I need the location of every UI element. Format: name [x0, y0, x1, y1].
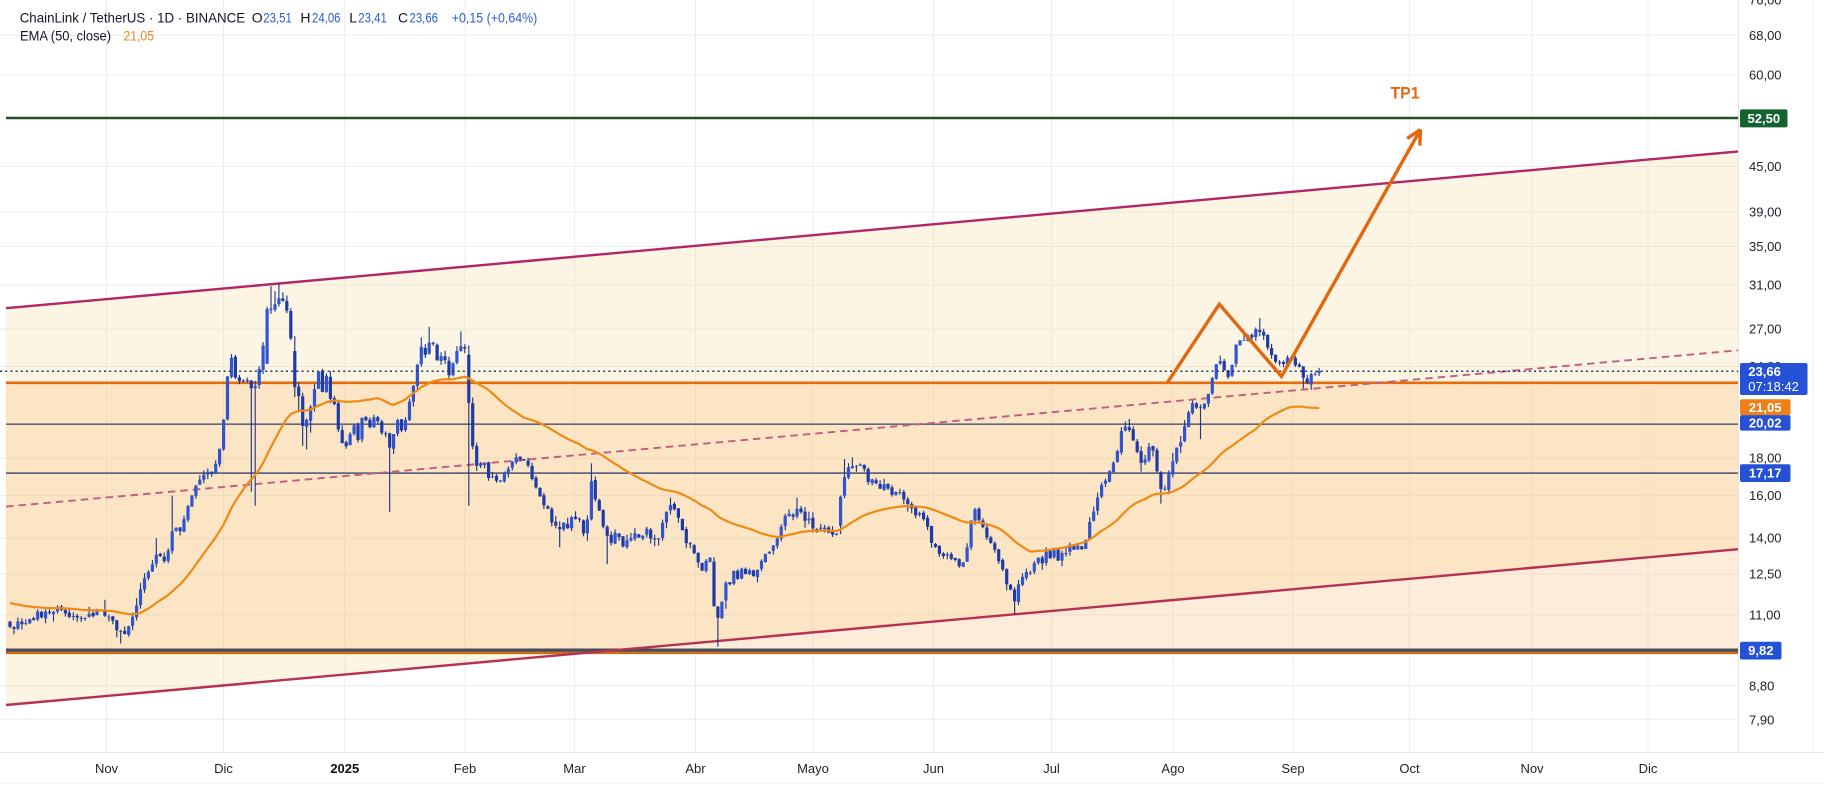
- svg-text:23,66: 23,66: [410, 10, 439, 26]
- svg-text:7,90: 7,90: [1749, 713, 1774, 728]
- svg-text:ChainLink / TetherUS · 1D · BI: ChainLink / TetherUS · 1D · BINANCE: [20, 10, 246, 26]
- svg-text:60,00: 60,00: [1749, 68, 1782, 83]
- svg-text:Sep: Sep: [1281, 761, 1304, 776]
- svg-text:52,50: 52,50: [1748, 111, 1781, 126]
- svg-text:L: L: [349, 10, 357, 26]
- svg-text:16,00: 16,00: [1749, 488, 1782, 503]
- svg-text:39,00: 39,00: [1749, 205, 1782, 220]
- svg-text:31,00: 31,00: [1749, 278, 1782, 293]
- svg-text:45,00: 45,00: [1749, 159, 1782, 174]
- svg-text:Jul: Jul: [1043, 761, 1060, 776]
- svg-text:23,51: 23,51: [263, 10, 292, 26]
- svg-text:23,41: 23,41: [358, 10, 387, 26]
- svg-text:O: O: [252, 10, 263, 26]
- svg-text:Dic: Dic: [214, 761, 233, 776]
- svg-text:TP1: TP1: [1391, 84, 1420, 103]
- svg-text:Feb: Feb: [454, 761, 476, 776]
- svg-text:Mayo: Mayo: [797, 761, 829, 776]
- svg-text:35,00: 35,00: [1749, 239, 1782, 254]
- svg-text:Dic: Dic: [1639, 761, 1658, 776]
- svg-text:EMA (50, close): EMA (50, close): [20, 28, 111, 44]
- svg-text:8,80: 8,80: [1749, 678, 1774, 693]
- svg-text:76,00: 76,00: [1749, 0, 1782, 7]
- svg-text:11,00: 11,00: [1749, 607, 1781, 622]
- svg-text:C: C: [398, 10, 408, 26]
- svg-text:18,00: 18,00: [1749, 451, 1782, 466]
- svg-text:14,00: 14,00: [1749, 531, 1782, 546]
- svg-text:23,66: 23,66: [1748, 364, 1781, 379]
- svg-text:Oct: Oct: [1399, 761, 1420, 776]
- svg-text:9,82: 9,82: [1748, 643, 1773, 658]
- svg-text:H: H: [300, 10, 310, 26]
- svg-text:21,05: 21,05: [1749, 400, 1782, 415]
- svg-text:Jun: Jun: [923, 761, 944, 776]
- svg-text:17,17: 17,17: [1749, 466, 1782, 481]
- svg-text:21,05: 21,05: [124, 28, 155, 44]
- svg-text:Mar: Mar: [563, 761, 586, 776]
- svg-text:+0,15 (+0,64%): +0,15 (+0,64%): [452, 10, 538, 26]
- svg-text:07:18:42: 07:18:42: [1748, 379, 1799, 394]
- svg-text:24,06: 24,06: [312, 10, 341, 26]
- svg-text:20,02: 20,02: [1749, 415, 1782, 430]
- svg-text:Abr: Abr: [685, 761, 706, 776]
- svg-text:Nov: Nov: [1520, 761, 1544, 776]
- svg-text:27,00: 27,00: [1749, 322, 1782, 337]
- svg-text:Ago: Ago: [1161, 761, 1184, 776]
- svg-text:68,00: 68,00: [1749, 28, 1782, 43]
- svg-text:12,50: 12,50: [1749, 567, 1782, 582]
- svg-text:2025: 2025: [330, 761, 359, 776]
- svg-text:Nov: Nov: [95, 761, 119, 776]
